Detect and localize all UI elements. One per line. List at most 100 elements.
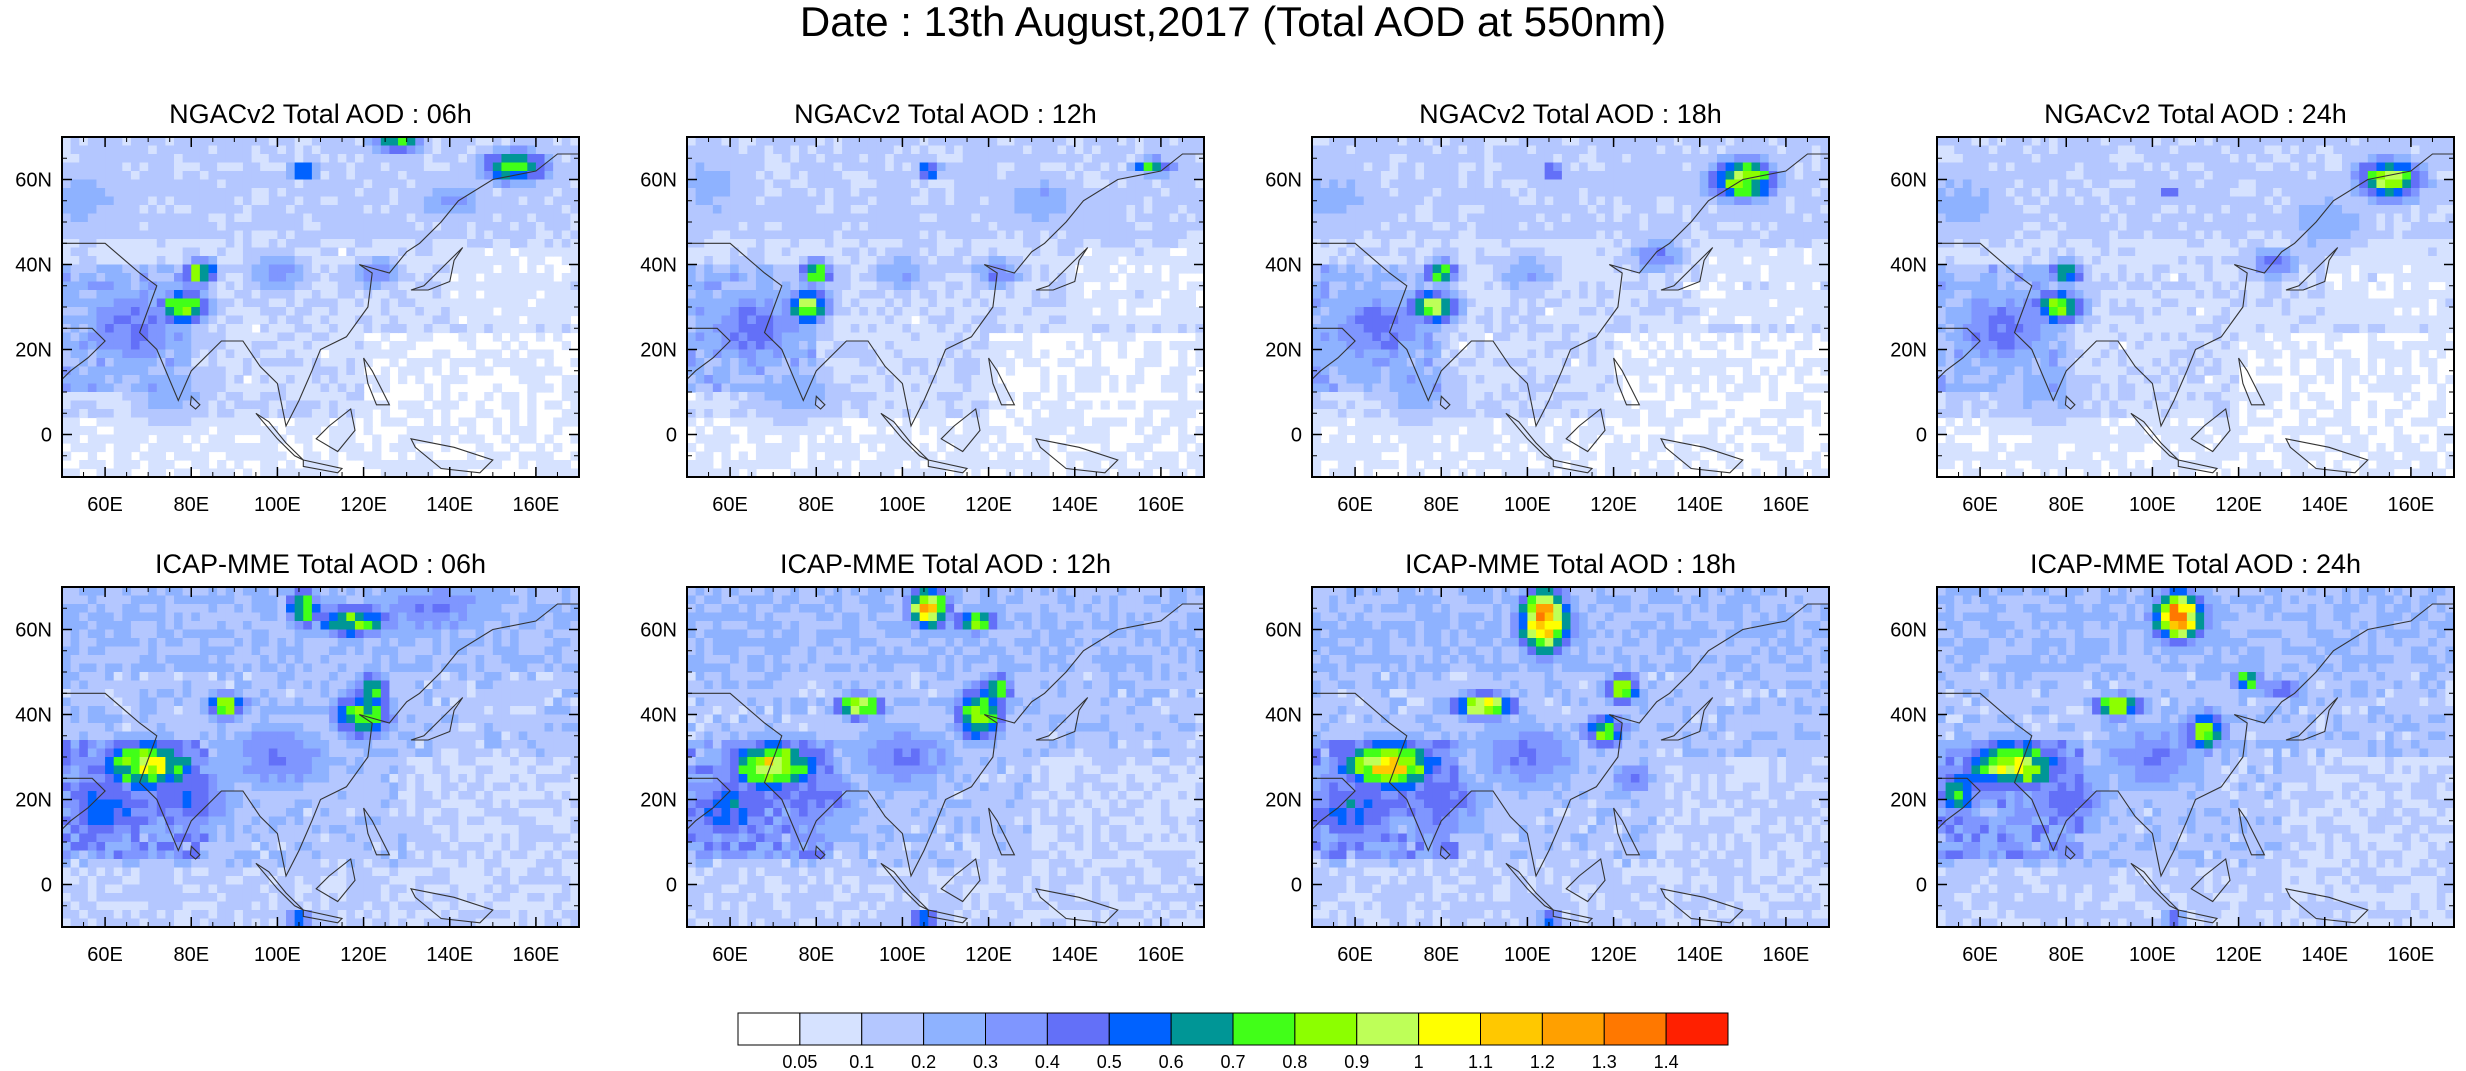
legend-label: 0.05 xyxy=(782,1052,817,1071)
lat-tick-label: 40N xyxy=(640,255,677,277)
lat-tick-label: 0 xyxy=(666,875,677,897)
lon-tick-label: 120E xyxy=(340,944,387,966)
panel-title: NGACv2 Total AOD : 12h xyxy=(794,99,1097,129)
lat-tick-label: 20N xyxy=(640,340,677,362)
legend-label: 0.4 xyxy=(1035,1052,1060,1071)
lon-tick-label: 160E xyxy=(1763,944,1810,966)
lon-tick-label: 140E xyxy=(426,494,473,516)
lat-tick-label: 40N xyxy=(15,705,52,727)
legend-swatch xyxy=(1046,1012,1110,1046)
legend-label: 1.2 xyxy=(1530,1052,1555,1071)
panel-title: ICAP-MME Total AOD : 24h xyxy=(2030,549,2361,579)
legend-swatch xyxy=(985,1012,1048,1046)
panel-title: NGACv2 Total AOD : 06h xyxy=(169,99,472,129)
lon-tick-label: 140E xyxy=(2301,944,2348,966)
aod-field xyxy=(1937,587,2455,928)
lat-tick-label: 0 xyxy=(666,425,677,447)
lon-tick-label: 80E xyxy=(173,494,209,516)
lat-tick-label: 40N xyxy=(640,705,677,727)
lat-tick-label: 60N xyxy=(640,620,677,642)
lat-tick-label: 60N xyxy=(640,170,677,192)
lat-tick-label: 60N xyxy=(1890,620,1927,642)
lon-tick-label: 60E xyxy=(1962,494,1998,516)
legend-swatch xyxy=(1294,1012,1358,1046)
legend-swatch xyxy=(1480,1012,1543,1046)
legend-swatch xyxy=(1356,1012,1420,1046)
lon-tick-label: 100E xyxy=(879,494,926,516)
legend-swatch xyxy=(861,1012,925,1046)
aod-field xyxy=(687,137,1205,478)
coastlines xyxy=(61,136,580,474)
lon-tick-label: 100E xyxy=(2129,944,2176,966)
lon-tick-label: 100E xyxy=(1504,494,1551,516)
lon-tick-label: 60E xyxy=(1337,494,1373,516)
lon-tick-label: 140E xyxy=(1676,944,1723,966)
lon-tick-label: 160E xyxy=(1138,494,1185,516)
lon-tick-label: 100E xyxy=(254,944,301,966)
lon-tick-label: 60E xyxy=(1962,944,1998,966)
lat-tick-label: 60N xyxy=(1890,170,1927,192)
panel-title: ICAP-MME Total AOD : 12h xyxy=(780,549,1111,579)
lat-tick-label: 40N xyxy=(1890,705,1927,727)
lon-tick-label: 160E xyxy=(513,944,560,966)
lat-tick-label: 0 xyxy=(1916,425,1927,447)
lat-tick-label: 20N xyxy=(1265,790,1302,812)
lat-tick-label: 40N xyxy=(15,255,52,277)
aod-field xyxy=(1312,587,1830,928)
lat-tick-label: 60N xyxy=(15,620,52,642)
legend-swatch xyxy=(1603,1012,1667,1046)
legend-swatch xyxy=(1232,1012,1296,1046)
legend-label: 0.3 xyxy=(973,1052,998,1071)
legend-label: 0.5 xyxy=(1097,1052,1122,1071)
legend-swatch xyxy=(1541,1012,1605,1046)
lon-tick-label: 120E xyxy=(965,494,1012,516)
lat-tick-label: 20N xyxy=(15,790,52,812)
legend-swatch xyxy=(799,1012,863,1046)
coastlines xyxy=(1311,136,1830,474)
lon-tick-label: 160E xyxy=(1763,494,1810,516)
figure-title: Date : 13th August,2017 (Total AOD at 55… xyxy=(799,0,1667,45)
panel-title: ICAP-MME Total AOD : 18h xyxy=(1405,549,1736,579)
lon-tick-label: 140E xyxy=(1051,494,1098,516)
lat-tick-label: 0 xyxy=(1916,875,1927,897)
lat-tick-label: 0 xyxy=(41,425,52,447)
legend-swatch xyxy=(923,1012,986,1046)
panel-title: ICAP-MME Total AOD : 06h xyxy=(155,549,486,579)
legend-swatch xyxy=(1665,1012,1729,1046)
lon-tick-label: 80E xyxy=(173,944,209,966)
lon-tick-label: 120E xyxy=(2215,944,2262,966)
legend-label: 1 xyxy=(1414,1052,1424,1071)
legend-swatch xyxy=(1418,1012,1481,1046)
lat-tick-label: 40N xyxy=(1265,255,1302,277)
legend-swatch xyxy=(1170,1012,1234,1046)
coastlines xyxy=(1311,586,1830,924)
lon-tick-label: 100E xyxy=(254,494,301,516)
lon-tick-label: 140E xyxy=(1051,944,1098,966)
map-panel-5: ICAP-MME Total AOD : 06h 60E 80E 100E 120E 14… xyxy=(15,549,580,966)
aod-field xyxy=(1937,137,2455,478)
lon-tick-label: 80E xyxy=(2048,944,2084,966)
aod-field xyxy=(687,587,1205,928)
map-panel-4: NGACv2 Total AOD : 24h 60E 80E 100E 120E 140E… xyxy=(1890,99,2455,516)
color-legend: 0.05 0.1 0.2 0.3 0.4 0.5 0.6 0.7 0.8 0.9 1 1.1 1.2 1.… xyxy=(737,1012,1729,1071)
legend-swatch xyxy=(1108,1012,1172,1046)
lon-tick-label: 140E xyxy=(426,944,473,966)
legend-label: 0.6 xyxy=(1159,1052,1184,1071)
lon-tick-label: 160E xyxy=(2388,494,2435,516)
lon-tick-label: 120E xyxy=(1590,944,1637,966)
legend-label: 0.7 xyxy=(1220,1052,1245,1071)
aod-field xyxy=(62,137,580,478)
lon-tick-label: 80E xyxy=(798,494,834,516)
lon-tick-label: 80E xyxy=(1423,494,1459,516)
lat-tick-label: 0 xyxy=(1291,875,1302,897)
lon-tick-label: 120E xyxy=(2215,494,2262,516)
lon-tick-label: 80E xyxy=(1423,944,1459,966)
lon-tick-label: 100E xyxy=(1504,944,1551,966)
lon-tick-label: 60E xyxy=(87,944,123,966)
map-panel-6: ICAP-MME Total AOD : 12h 60E 80E 100E 120E 14… xyxy=(640,549,1205,966)
lon-tick-label: 140E xyxy=(1676,494,1723,516)
lon-tick-label: 160E xyxy=(513,494,560,516)
lon-tick-label: 120E xyxy=(965,944,1012,966)
lat-tick-label: 0 xyxy=(41,875,52,897)
